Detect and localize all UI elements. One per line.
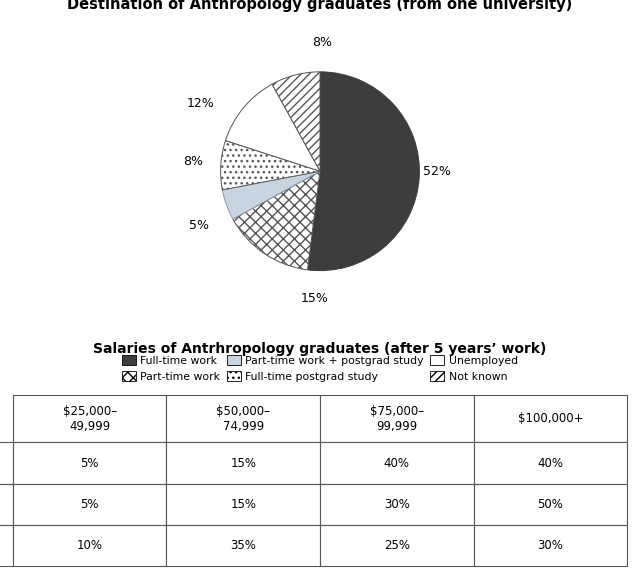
Text: 52%: 52% (423, 165, 451, 178)
Legend: Full-time work, Part-time work, Part-time work + postgrad study, Full-time postg: Full-time work, Part-time work, Part-tim… (122, 355, 518, 382)
Wedge shape (308, 72, 419, 271)
Text: 12%: 12% (187, 97, 214, 110)
Wedge shape (222, 171, 320, 219)
Title: Destination of Anthropology graduates (from one university): Destination of Anthropology graduates (f… (67, 0, 573, 12)
Wedge shape (272, 72, 320, 171)
Wedge shape (233, 171, 320, 270)
Text: 8%: 8% (312, 35, 332, 49)
Text: Salaries of Antrhropology graduates (after 5 years’ work): Salaries of Antrhropology graduates (aft… (93, 342, 547, 356)
Text: 15%: 15% (301, 292, 329, 305)
Wedge shape (225, 84, 320, 171)
Wedge shape (221, 141, 320, 190)
Text: 8%: 8% (183, 155, 203, 168)
Text: 5%: 5% (189, 220, 209, 232)
